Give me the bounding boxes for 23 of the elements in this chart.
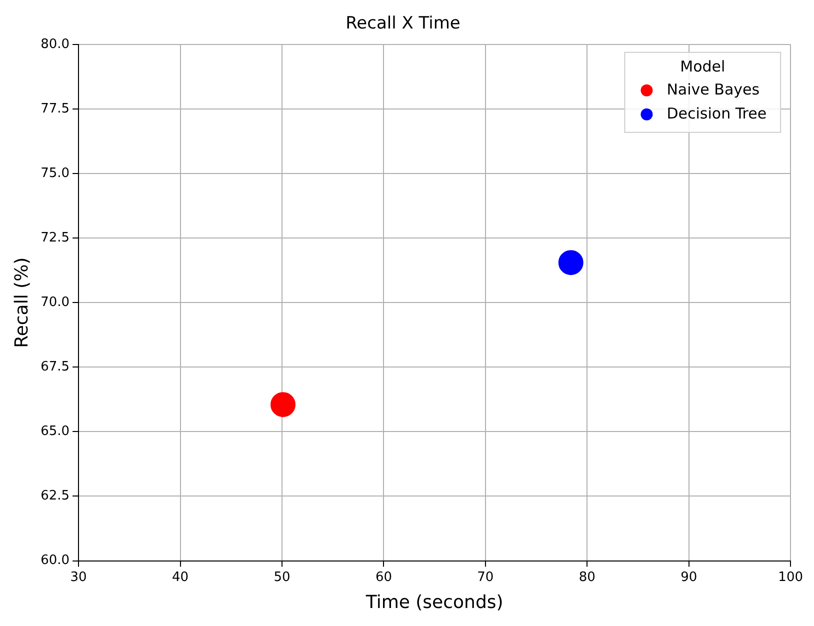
x-tick-label: 70 [477,570,494,585]
y-tick-label: 62.5 [40,488,70,504]
y-axis-title: Recall (%) [11,257,32,348]
y-tick-label: 70.0 [40,294,70,310]
x-tick-label: 50 [274,570,290,585]
x-tick-label: 40 [172,570,189,585]
legend-label: Decision Tree [666,104,767,122]
y-tick-label: 67.5 [40,360,70,375]
x-tick-label: 60 [375,570,392,585]
x-tick-label: 100 [778,570,804,585]
y-tick-label: 72.5 [40,230,70,246]
x-tick-label: 30 [70,570,87,585]
y-tick-label: 60.0 [40,553,70,568]
y-tick-label: 65.0 [40,424,70,440]
y-tick-label: 77.5 [40,101,70,116]
y-tick-label: 75.0 [40,166,70,181]
legend-label: Naive Bayes [666,80,760,98]
legend-title: Model [680,57,726,76]
chart-title: Recall X Time [346,14,460,34]
x-tick-label: 90 [680,570,698,585]
x-axis-title: Time (seconds) [364,592,504,613]
x-tick-label: 80 [578,570,596,585]
y-tick-label: 80.0 [40,36,70,52]
